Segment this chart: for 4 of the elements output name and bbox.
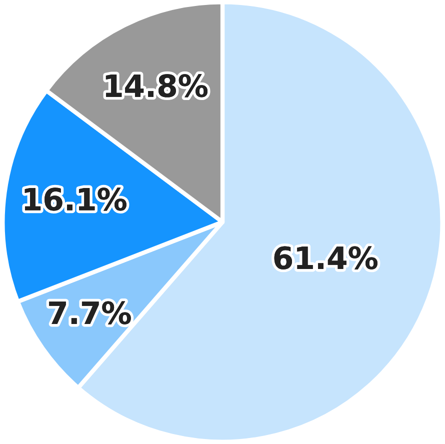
data-label: 61.4%: [274, 246, 378, 270]
data-label: 14.8%: [106, 74, 208, 98]
data-label: 16.1%: [24, 188, 126, 211]
data-label: 7.7%: [49, 301, 131, 324]
